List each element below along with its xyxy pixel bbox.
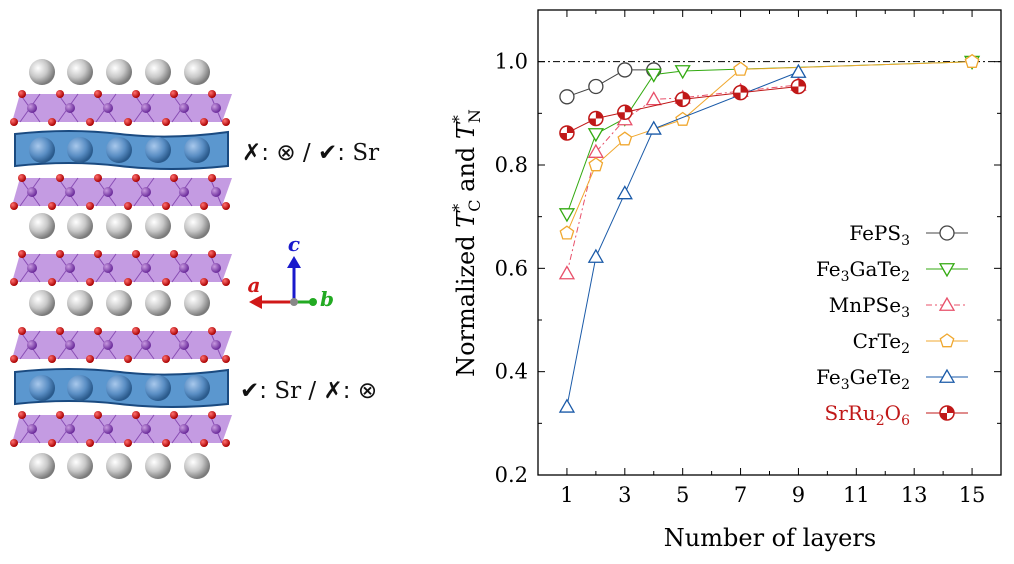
- bottom-layer-annotation: ✔: Sr / ✗: ⊗: [240, 378, 377, 404]
- otimes-symbol: ⊗: [276, 140, 295, 166]
- data-point: [559, 225, 575, 240]
- series-layer: [558, 53, 981, 413]
- x-tick-label: 7: [734, 483, 747, 507]
- data-point: [674, 91, 691, 108]
- a-arrow-head: [249, 295, 262, 309]
- data-point: [587, 128, 604, 143]
- data-point: [790, 78, 807, 95]
- series-srru2o6: [559, 78, 807, 141]
- data-point: [587, 248, 604, 263]
- data-point: [674, 65, 691, 80]
- series-line: [566, 61, 973, 215]
- separator: /: [301, 378, 323, 404]
- data-point: [939, 225, 955, 241]
- cross-mark: ✗: [323, 378, 342, 404]
- legend-label: FePS3: [849, 221, 910, 249]
- series-fe3gete2: [558, 63, 807, 413]
- otimes-symbol: ⊗: [358, 378, 377, 404]
- x-tick-label: 5: [676, 483, 689, 507]
- data-point: [732, 84, 749, 101]
- data-point: [588, 157, 604, 172]
- data-point: [645, 120, 662, 135]
- gray-sphere-row-2: [29, 213, 210, 239]
- axis-a-label: a: [248, 273, 261, 297]
- x-tick-label: 13: [901, 483, 928, 507]
- axis-c-label: c: [288, 232, 300, 256]
- y-tick-label: 0.8: [495, 153, 528, 177]
- y-tick-label: 0.6: [495, 256, 528, 280]
- data-point: [588, 110, 604, 127]
- gray-sphere-row-3: [29, 290, 210, 316]
- crystal-structure-illustration: c a b ✗: ⊗ / ✔: Sr ✔: Sr / ✗: ⊗: [10, 59, 379, 479]
- gray-sphere-row-4: [29, 453, 210, 479]
- sr-layer-bottom: [14, 368, 229, 408]
- c-arrow-head: [287, 256, 301, 268]
- data-point: [617, 62, 633, 78]
- axis-ticks: 1 3 5 7 9 11 13 150.20.40.60.81.0: [495, 9, 1002, 507]
- data-point: [938, 368, 956, 383]
- data-point: [938, 296, 956, 311]
- y-axis-label: Normalized T*C and T*N: [449, 109, 484, 377]
- data-point: [645, 68, 662, 83]
- x-tick-label: 15: [959, 483, 986, 507]
- data-point: [558, 265, 576, 280]
- data-point: [588, 78, 604, 95]
- octahedra-layer-1: [10, 90, 232, 126]
- data-point: [939, 333, 955, 348]
- octahedra-layer-5: [10, 411, 232, 447]
- gray-sphere-row-1: [29, 59, 210, 85]
- data-point: [617, 104, 633, 121]
- data-point: [559, 125, 575, 141]
- legend-label: CrTe2: [853, 329, 910, 357]
- separator: /: [296, 140, 318, 166]
- sr-layer-top: [14, 130, 229, 170]
- data-point: [617, 131, 633, 146]
- legend-label: Fe3GeTe2: [816, 365, 910, 393]
- y-tick-label: 0.4: [495, 360, 528, 384]
- y-tick-label: 1.0: [495, 50, 528, 74]
- x-tick-label: 3: [618, 483, 631, 507]
- octahedra-layer-4: [10, 327, 232, 363]
- legend-label: MnPSe3: [829, 293, 910, 321]
- axes-indicator: c a b: [248, 232, 334, 311]
- x-tick-label: 9: [792, 483, 805, 507]
- check-mark: ✔: [240, 378, 259, 404]
- y-tick-label: 0.2: [495, 463, 528, 487]
- data-point: [645, 91, 662, 106]
- series-crte2: [559, 53, 980, 240]
- check-mark: ✔: [318, 140, 337, 166]
- x-tick-label: 11: [843, 483, 870, 507]
- octahedra-layer-2: [10, 174, 232, 210]
- series-line: [566, 61, 973, 234]
- legend-label: Fe3GaTe2: [816, 257, 910, 285]
- series-line: [566, 69, 654, 98]
- data-point: [964, 53, 980, 68]
- element-sr: Sr: [274, 378, 301, 404]
- axis-b-label: b: [320, 287, 334, 311]
- series-mnpse3: [558, 76, 807, 280]
- data-point: [939, 405, 955, 421]
- x-tick-label: 1: [560, 483, 573, 507]
- data-point: [733, 61, 748, 76]
- cross-mark: ✗: [242, 140, 261, 166]
- series-feps3: [559, 62, 662, 105]
- top-layer-annotation: ✗: ⊗ / ✔: Sr: [242, 140, 379, 166]
- data-point: [616, 185, 633, 200]
- element-sr: Sr: [352, 140, 379, 166]
- data-point: [559, 89, 575, 105]
- legend-label: SrRu2O6: [825, 401, 911, 429]
- legend: FePS3 Fe3GaTe2 MnPSe3 CrTe2 Fe3GeTe2 SrRu2O6: [816, 221, 968, 429]
- octahedra-layer-3: [10, 250, 232, 286]
- x-axis-label: Number of layers: [664, 524, 876, 552]
- data-point: [790, 63, 807, 78]
- b-arrow-head: [309, 298, 317, 306]
- data-point: [938, 263, 956, 278]
- data-point: [558, 398, 576, 413]
- data-point: [558, 208, 576, 223]
